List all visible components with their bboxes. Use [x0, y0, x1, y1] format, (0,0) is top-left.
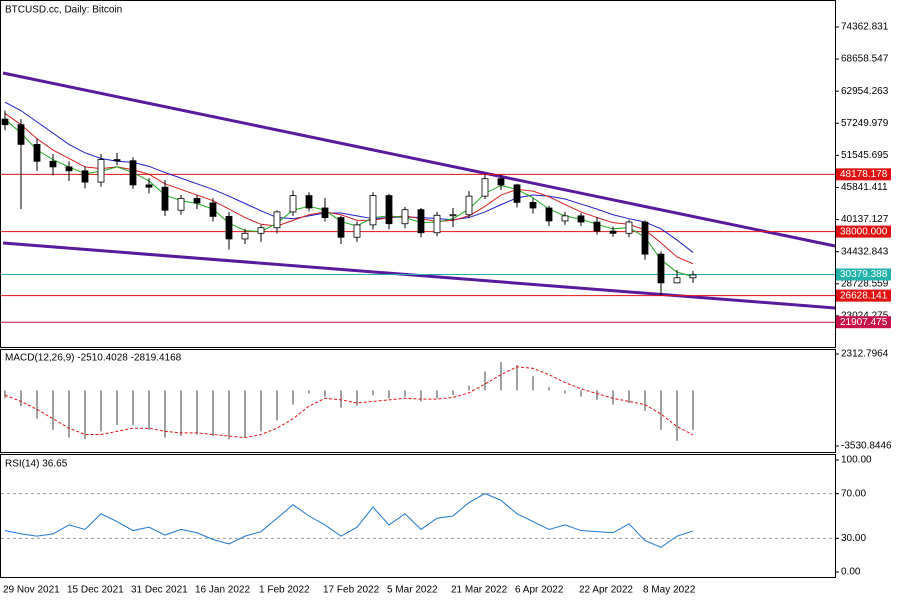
chart-title: BTCUSD.cc, Daily: Bitcoin [5, 5, 122, 16]
level-label-bg [836, 289, 891, 302]
rsi-line [4, 493, 694, 548]
candle-body [81, 170, 89, 183]
candle-body [161, 186, 169, 211]
level-label-bg [836, 316, 891, 329]
candle-body [65, 166, 73, 172]
y-tick-label: 40137.127 [841, 214, 889, 225]
candle-body [593, 221, 601, 232]
y-tick-label: 68658.547 [841, 54, 889, 65]
candle-body [369, 195, 377, 226]
level-label-bg [836, 268, 891, 281]
panel-frames [0, 0, 836, 578]
y-tick-label: 30.00 [841, 533, 866, 544]
candle-body [513, 184, 521, 203]
candle-body [353, 224, 361, 238]
x-tick-label: 31 Dec 2021 [131, 585, 188, 596]
x-tick-label: 8 May 2022 [643, 585, 696, 596]
y-tick-label: 100.00 [841, 455, 872, 466]
rsi-panel [0, 454, 836, 578]
y-tick-label: 23024.275 [841, 311, 889, 322]
candle-body [609, 230, 617, 234]
x-tick-label: 21 Mar 2022 [451, 585, 508, 596]
moving-average [4, 101, 694, 253]
y-tick-label: -3530.8446 [841, 441, 892, 452]
candle-body [545, 207, 553, 222]
x-tick-label: 6 Apr 2022 [515, 585, 564, 596]
y-tick-label: 51545.695 [841, 150, 889, 161]
candle-body [177, 198, 185, 211]
candle-body [337, 217, 345, 238]
x-tick-label: 29 Nov 2021 [3, 585, 60, 596]
candle-body [641, 221, 649, 255]
candle-body [481, 178, 489, 197]
y-tick-label: 0.00 [841, 567, 861, 578]
candle-body [193, 198, 201, 204]
x-tick-label: 16 Jan 2022 [195, 585, 250, 596]
candle-body [33, 143, 41, 162]
signal-line [4, 366, 694, 439]
candle-body [289, 195, 297, 213]
candle-body [273, 211, 281, 229]
candle-body [529, 201, 537, 209]
candle-body [497, 178, 505, 186]
x-tick-label: 1 Feb 2022 [259, 585, 310, 596]
lower-trendline [2, 241, 836, 310]
candle-body [225, 216, 233, 240]
upper-trendline [2, 71, 836, 248]
candle-body [241, 232, 249, 240]
y-tick-label: 70.00 [841, 488, 866, 499]
candle-body [577, 215, 585, 223]
x-tick-label: 15 Dec 2021 [67, 585, 124, 596]
level-label: 38000.000 [840, 226, 888, 237]
candle-body [17, 124, 25, 145]
level-label: 30379.388 [840, 269, 888, 280]
candle-body [257, 227, 265, 234]
x-tick-label: 5 Mar 2022 [387, 585, 438, 596]
candle-body [145, 184, 153, 188]
x-tick-label: 17 Feb 2022 [323, 585, 380, 596]
level-label-bg [836, 225, 891, 238]
candle-body [561, 215, 569, 222]
candle-body [417, 209, 425, 234]
y-tick-label: 74362.831 [841, 22, 889, 33]
candle-body [449, 214, 457, 217]
level-label: 48178.178 [840, 169, 888, 180]
y-tick-label: 2312.7964 [841, 349, 889, 360]
y-tick-label: 62954.263 [841, 86, 889, 97]
level-label-bg [836, 168, 891, 181]
price-panel [0, 0, 836, 348]
candle-body [625, 221, 633, 234]
candle-body [97, 159, 105, 183]
candle-body [113, 159, 121, 162]
candle-body [689, 274, 697, 279]
y-tick-label: 57249.979 [841, 118, 889, 129]
rsi-title: RSI(14) 36.65 [5, 459, 68, 470]
candle-body [305, 195, 313, 209]
candle-body [129, 160, 137, 186]
candle-body [321, 207, 329, 218]
x-tick-label: 22 Apr 2022 [579, 585, 633, 596]
level-label: 21907.475 [840, 317, 888, 328]
candle-body [401, 209, 409, 225]
candle-body [385, 195, 393, 225]
candle-body [209, 202, 217, 217]
candle-body [673, 277, 681, 284]
level-label: 26628.141 [840, 290, 888, 301]
candle-body [49, 160, 57, 168]
y-tick-label: 28728.559 [841, 278, 889, 289]
macd-panel [0, 349, 836, 453]
candle-body [433, 214, 441, 234]
y-tick-label: 34432.843 [841, 246, 889, 257]
y-tick-label: 45841.411 [841, 182, 888, 193]
macd-title: MACD(12,26,9) -2510.4028 -2819.4168 [5, 353, 182, 364]
candle-body [1, 118, 9, 126]
candle-body [657, 253, 665, 284]
candle-body [465, 195, 473, 216]
